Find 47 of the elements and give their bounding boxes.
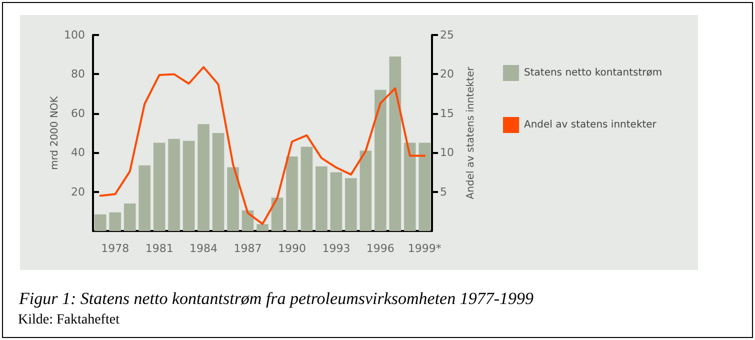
y2-axis-title: Andel av statens inntekter [466,66,476,200]
x-tick-label: 1990 [278,242,306,255]
legend-label: Statens netto kontantstrøm [524,68,662,78]
bar [153,142,166,231]
x-tick-label: 1981 [145,242,174,255]
y2-tick-label: 10 [440,146,454,160]
text: Kilde: Faktaheftet [18,312,120,328]
bar [168,138,180,231]
x-tick-label: 1978 [101,242,130,255]
bar [316,166,328,231]
bar [286,156,298,231]
x-tick-label: 1984 [190,242,218,255]
bar [109,212,122,231]
bar [404,142,416,231]
y-tick-label: 60 [71,106,85,120]
bar [374,90,386,231]
y-tick-label: 40 [71,146,85,160]
x-tick-label: 1996 [366,242,394,255]
bar [330,172,342,231]
bar [94,214,106,231]
y-tick-label: 100 [64,28,85,42]
y-tick-label: 80 [71,68,85,81]
y-axis-title: mrd 2000 NOK [50,96,61,170]
bar [182,140,195,231]
bar [271,198,284,231]
bar [138,165,150,231]
bar [389,56,402,231]
bar [256,224,268,231]
x-tick-label: 1993 [322,242,350,255]
y2-tick-label: 25 [440,28,454,42]
bar [227,167,239,231]
x-tick-label: 1987 [234,242,262,255]
bar [345,178,357,231]
bar [212,133,224,231]
bar [124,204,136,231]
y2-tick-label: 5 [440,185,447,198]
x-tick-label: 1999* [408,242,442,255]
bar [198,124,210,231]
bar [418,142,431,231]
text: Figur 1: Statens netto kontantstrøm fra petroleumsvirksomheten 1977-1999 [18,289,534,308]
line-series [99,66,426,225]
bar [300,146,313,231]
y2-tick-label: 15 [440,106,454,120]
y-tick-label: 20 [71,185,85,198]
bar [360,150,372,231]
legend-label: Andel av statens inntekter [524,120,658,130]
y2-tick-label: 20 [440,68,454,81]
